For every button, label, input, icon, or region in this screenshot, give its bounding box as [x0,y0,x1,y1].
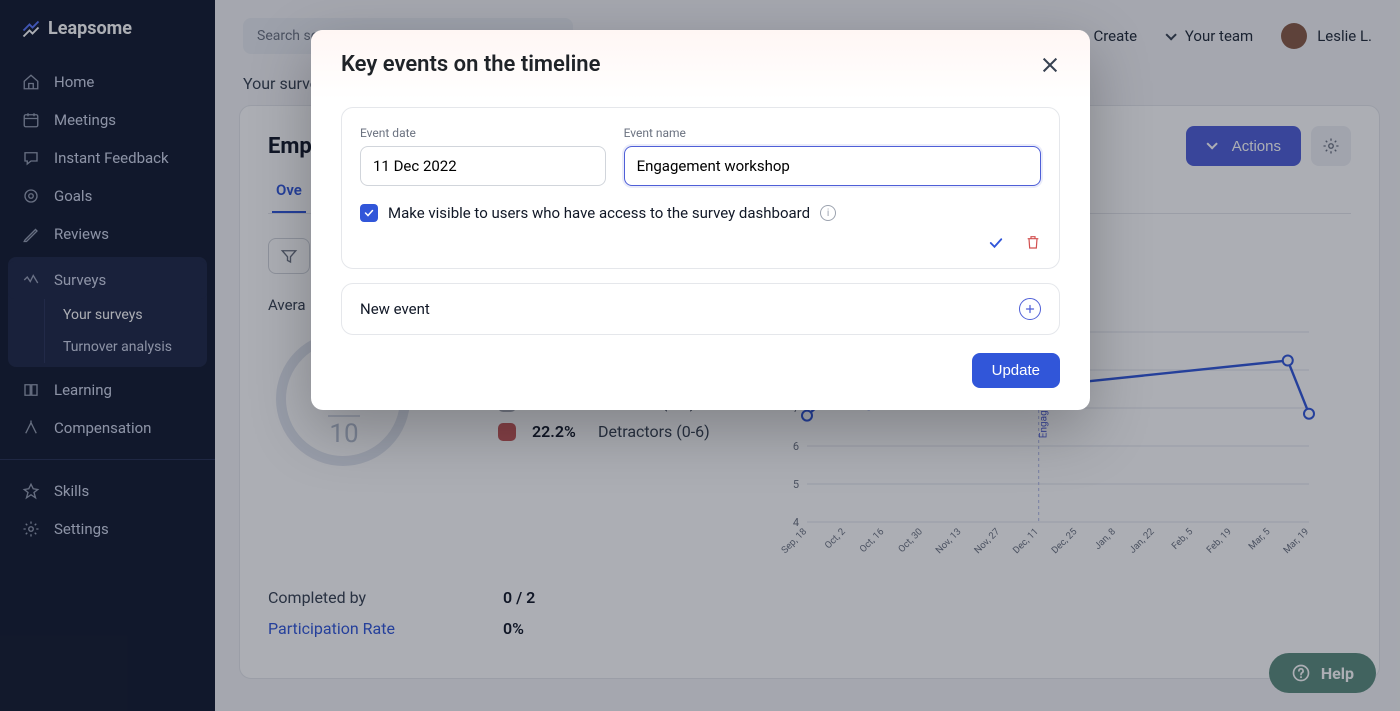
event-name-label: Event name [624,126,1041,140]
event-name-input[interactable] [624,146,1041,186]
update-button[interactable]: Update [972,353,1060,388]
trash-icon [1025,234,1041,250]
check-icon [363,207,375,219]
confirm-event-button[interactable] [987,234,1005,256]
new-event-button[interactable]: New event [341,283,1060,335]
info-icon[interactable]: i [820,205,836,221]
visibility-label: Make visible to users who have access to… [388,204,810,222]
modal-title: Key events on the timeline [341,52,600,77]
close-button[interactable] [1040,55,1060,75]
event-form: Event date Event name Make visible to us… [341,107,1060,269]
check-icon [987,234,1005,252]
new-event-label: New event [360,300,430,318]
event-date-label: Event date [360,126,606,140]
delete-event-button[interactable] [1025,234,1041,256]
key-events-modal: Key events on the timeline Event date Ev… [311,30,1090,410]
visibility-checkbox[interactable] [360,204,378,222]
update-button-label: Update [992,362,1040,379]
event-date-input[interactable] [360,146,606,186]
add-icon [1019,298,1041,320]
